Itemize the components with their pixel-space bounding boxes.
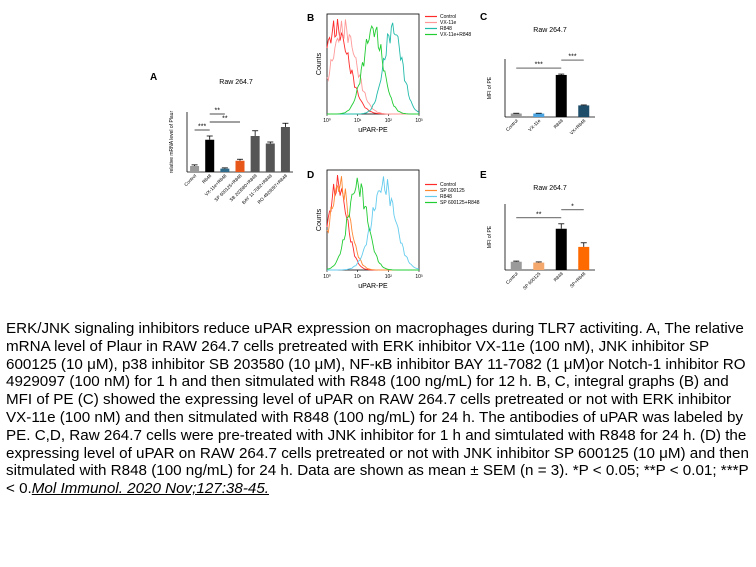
bar-a-0 bbox=[190, 166, 200, 172]
x-tick-label: RO 4929097+R848 bbox=[257, 173, 289, 205]
y-axis-label: Counts bbox=[316, 208, 323, 231]
chart-title: Raw 264.7 bbox=[219, 79, 253, 86]
x-tick-label: 10⁰ bbox=[323, 118, 331, 124]
histogram-series-0 bbox=[326, 18, 419, 115]
plot-frame bbox=[326, 13, 420, 115]
bar-e-3 bbox=[578, 246, 590, 270]
legend-label: VX-11e bbox=[440, 20, 457, 26]
legend-label: VX-11e+R848 bbox=[440, 32, 471, 38]
x-tick-label: Control bbox=[505, 271, 519, 285]
panel-e: E Raw 264.7 MFI of PE Control SP 600125 R848 S… bbox=[480, 170, 595, 291]
histogram-series-1 bbox=[326, 19, 419, 115]
x-tick-label: R848 bbox=[201, 173, 213, 185]
x-tick-label: SP 600125 bbox=[522, 271, 542, 291]
bar-a-3 bbox=[235, 160, 245, 172]
panel-letter: D bbox=[307, 170, 314, 181]
histogram-series-3 bbox=[326, 177, 419, 271]
bar-a-5 bbox=[265, 143, 275, 172]
x-tick-label: 10¹ bbox=[354, 118, 362, 124]
y-axis-label: Counts bbox=[316, 52, 323, 75]
panel-b: B Counts uPAR-PE 10⁰ 10¹ 10² 10³ ControlVX-11eR… bbox=[307, 13, 471, 134]
x-axis-label: uPAR-PE bbox=[358, 283, 388, 290]
bar-a-6 bbox=[280, 127, 290, 172]
citation-link[interactable]: Mol Immunol. 2020 Nov;127:38-45. bbox=[31, 480, 269, 498]
x-axis-label: uPAR-PE bbox=[358, 127, 388, 134]
legend-label: SP 600125 bbox=[440, 188, 465, 194]
panel-a: A Raw 264.7 relative mRNA level of Plaur Co… bbox=[150, 72, 293, 205]
bar-c-3 bbox=[578, 105, 590, 117]
x-tick-label: 10³ bbox=[415, 118, 423, 124]
x-tick-label: R848 bbox=[553, 271, 565, 283]
x-tick-label: 10¹ bbox=[354, 274, 362, 280]
histogram-series-2 bbox=[327, 22, 420, 115]
significance-label: ** bbox=[536, 211, 542, 218]
x-tick-label: R848 bbox=[553, 118, 565, 130]
significance-label: *** bbox=[198, 124, 206, 131]
legend-label: Control bbox=[440, 182, 456, 188]
figure: A Raw 264.7 relative mRNA level of Plaur Co… bbox=[150, 12, 595, 291]
panel-letter: E bbox=[480, 170, 487, 181]
bar-e-0 bbox=[510, 261, 522, 270]
bar-c-1 bbox=[533, 113, 545, 117]
bar-a-2 bbox=[220, 168, 230, 172]
chart-title: Raw 264.7 bbox=[533, 27, 567, 34]
x-tick-label: 10² bbox=[385, 274, 393, 280]
histogram-series-3 bbox=[327, 24, 419, 115]
y-axis-label: MFI of PE bbox=[487, 225, 493, 248]
panel-letter: A bbox=[150, 72, 157, 83]
bar-c-0 bbox=[510, 113, 522, 117]
x-tick-label: Control bbox=[183, 173, 197, 187]
histogram-series-2 bbox=[327, 176, 420, 271]
legend-label: SP 600125+R848 bbox=[440, 200, 480, 206]
x-tick-label: 10² bbox=[385, 118, 393, 124]
x-tick-label: 10³ bbox=[415, 274, 423, 280]
panel-letter: C bbox=[480, 12, 487, 23]
x-tick-label: SP+R848 bbox=[569, 271, 587, 289]
bar-a-4 bbox=[250, 136, 260, 172]
bar-e-1 bbox=[533, 262, 545, 270]
x-tick-label: VX-11e bbox=[527, 118, 541, 132]
panel-c: C Raw 264.7 MFI of PE Control VX-11e R848 VX+R… bbox=[480, 12, 595, 136]
panel-letter: B bbox=[307, 13, 314, 24]
bar-c-2 bbox=[555, 74, 567, 117]
significance-label: ** bbox=[222, 116, 228, 123]
legend-label: R848 bbox=[440, 194, 452, 200]
x-tick-label: VX+R848 bbox=[569, 118, 587, 136]
x-tick-label: 10⁰ bbox=[323, 274, 331, 280]
y-axis-label: MFI of PE bbox=[487, 76, 493, 99]
significance-label: *** bbox=[568, 54, 576, 61]
x-tick-label: Control bbox=[505, 118, 519, 132]
chart-title: Raw 264.7 bbox=[533, 185, 567, 192]
significance-label: *** bbox=[535, 62, 543, 69]
significance-label: * bbox=[571, 203, 574, 210]
legend-label: R848 bbox=[440, 26, 452, 32]
figure-caption: ERK/JNK signaling inhibitors reduce uPAR… bbox=[6, 320, 750, 498]
caption-text: ERK/JNK signaling inhibitors reduce uPAR… bbox=[6, 320, 749, 498]
y-axis-label: relative mRNA level of Plaur bbox=[169, 111, 175, 174]
significance-label: ** bbox=[215, 108, 221, 115]
legend-label: Control bbox=[440, 14, 456, 20]
bar-e-2 bbox=[555, 228, 567, 270]
bar-a-1 bbox=[205, 139, 215, 172]
